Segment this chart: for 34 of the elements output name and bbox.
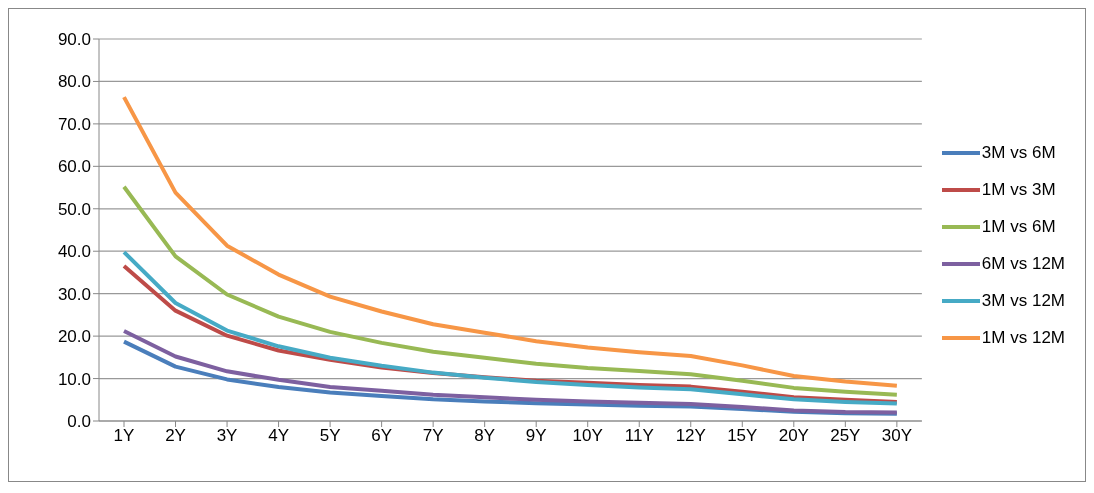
legend-label: 3M vs 12M	[981, 290, 1065, 311]
x-tick-label: 3Y	[216, 426, 238, 446]
x-tick-label: 30Y	[881, 426, 912, 446]
x-tick-label: 7Y	[422, 426, 444, 446]
legend-label: 3M vs 6M	[981, 142, 1056, 163]
y-tick-label: 50.0	[57, 199, 91, 219]
line-series	[122, 184, 899, 397]
x-tick-label: 8Y	[474, 426, 496, 446]
x-tick-label: 11Y	[624, 426, 654, 446]
x-tick-label: 9Y	[525, 426, 547, 446]
y-tick-label: 40.0	[57, 242, 91, 262]
line-series	[122, 95, 899, 388]
x-tick-label: 6Y	[371, 426, 393, 446]
x-tick-label: 12Y	[675, 426, 706, 446]
y-tick-label: 0.0	[67, 412, 91, 432]
legend-label: 1M vs 12M	[981, 327, 1065, 348]
legend-label: 6M vs 12M	[981, 253, 1065, 274]
x-tick-label: 5Y	[319, 426, 341, 446]
y-tick-label: 20.0	[57, 327, 91, 347]
x-tick-label: 15Y	[727, 426, 758, 446]
y-tick-label: 10.0	[57, 369, 91, 389]
x-tick-label: 2Y	[165, 426, 186, 446]
x-tick-label: 4Y	[268, 426, 289, 446]
y-tick-label: 30.0	[57, 284, 91, 304]
x-tick-label: 25Y	[830, 426, 861, 446]
legend-label: 1M vs 3M	[981, 179, 1056, 200]
y-tick-label: 60.0	[57, 157, 91, 177]
x-tick-label: 10Y	[572, 426, 603, 446]
y-tick-label: 80.0	[57, 72, 91, 92]
x-tick-label: 20Y	[778, 426, 809, 446]
legend-label: 1M vs 6M	[981, 216, 1056, 237]
x-tick-label: 1Y	[113, 426, 135, 446]
y-tick-label: 70.0	[57, 114, 91, 134]
y-tick-label: 90.0	[57, 30, 91, 50]
